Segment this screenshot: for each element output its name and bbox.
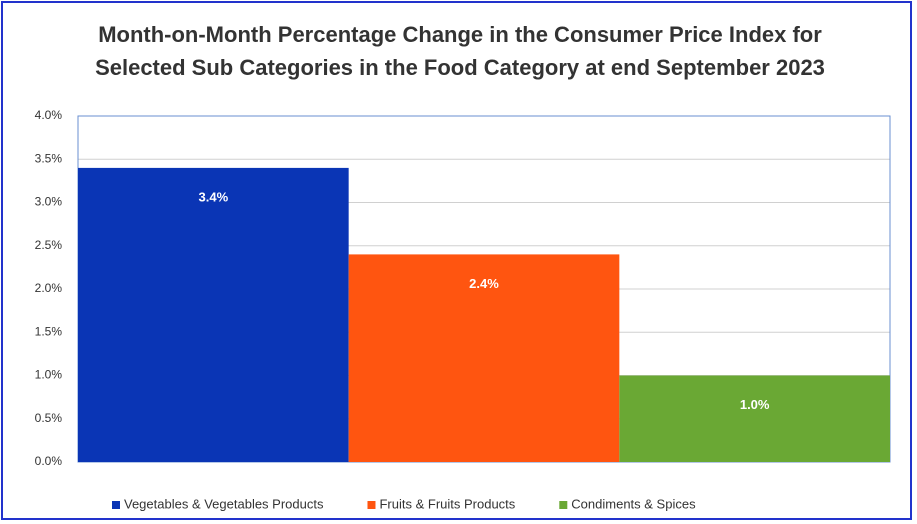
y-tick-label: 0.0% (35, 454, 63, 468)
legend-label: Vegetables & Vegetables Products (124, 496, 324, 511)
y-tick-label: 2.0% (35, 281, 63, 295)
y-tick-label: 4.0% (35, 108, 63, 122)
bar (348, 254, 620, 462)
y-tick-label: 3.0% (35, 195, 63, 209)
legend-swatch (559, 501, 568, 509)
chart-title: Month-on-Month Percentage Change in the … (95, 22, 825, 80)
y-tick-label: 1.0% (35, 368, 63, 382)
legend-swatch (112, 501, 120, 509)
legend-label: Condiments & Spices (571, 496, 696, 511)
bar (78, 167, 349, 462)
y-tick-label: 1.5% (35, 324, 63, 338)
bar (619, 375, 890, 462)
data-label: 2.4% (469, 276, 499, 291)
data-label: 3.4% (199, 189, 229, 204)
legend-label: Fruits & Fruits Products (379, 496, 515, 511)
y-tick-label: 3.5% (35, 151, 63, 165)
y-tick-label: 2.5% (35, 238, 63, 252)
y-tick-label: 0.5% (35, 411, 63, 425)
data-label: 1.0% (740, 397, 770, 412)
legend-swatch (367, 501, 376, 509)
